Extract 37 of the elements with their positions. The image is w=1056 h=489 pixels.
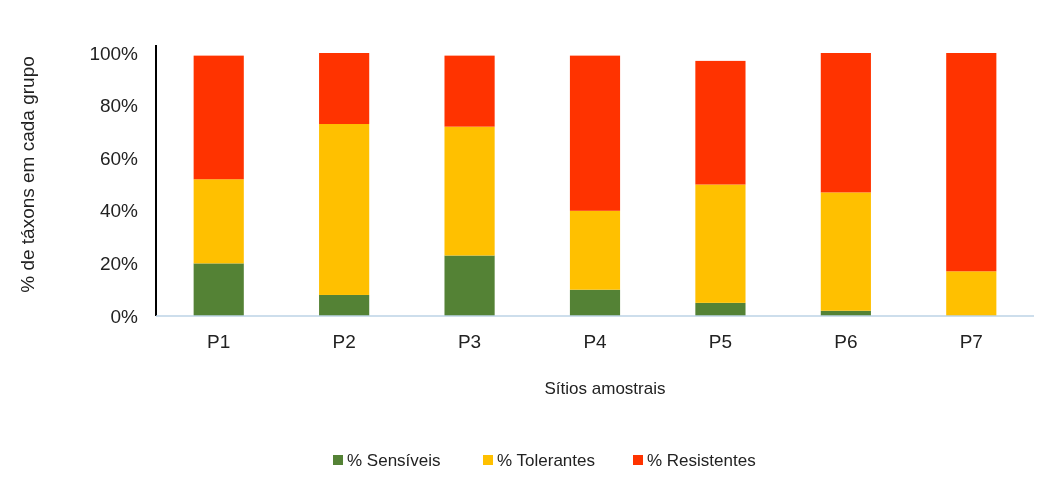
y-tick-label: 60%: [99, 147, 139, 169]
bar: [319, 124, 370, 295]
y-axis-title: % de táxons em cada grupo: [17, 56, 38, 293]
bar: [193, 55, 244, 180]
y-tick-label: 80%: [99, 95, 139, 117]
bar: [946, 53, 997, 272]
y-tick-label: 40%: [99, 200, 139, 222]
legend-label: % Resistentes: [647, 451, 756, 470]
bar: [695, 184, 746, 303]
x-tick-label: P4: [583, 331, 608, 352]
bar: [193, 263, 244, 316]
bar: [193, 179, 244, 264]
y-tick-label: 20%: [99, 253, 139, 275]
bar: [820, 192, 871, 311]
x-tick-label: P1: [207, 331, 231, 352]
bar: [569, 55, 621, 211]
legend-label: % Sensíveis: [347, 451, 441, 470]
x-axis-title: Sítios amostrais: [544, 379, 666, 398]
bar: [444, 126, 495, 256]
x-tick-label: P5: [708, 331, 733, 352]
bar: [444, 55, 495, 127]
x-tick-label: P2: [332, 331, 356, 352]
x-tick-label: P3: [457, 331, 482, 352]
bar: [695, 60, 746, 185]
legend-label: % Tolerantes: [497, 451, 595, 470]
bar: [820, 53, 871, 193]
bar: [569, 210, 621, 290]
y-tick-label: 0%: [110, 305, 139, 327]
bar: [695, 302, 746, 316]
bar: [319, 294, 370, 316]
bar: [946, 271, 997, 316]
y-tick-label: 100%: [89, 42, 139, 64]
bar: [569, 289, 621, 316]
bar: [319, 53, 370, 125]
x-tick-label: P6: [834, 331, 858, 352]
bar: [444, 255, 495, 316]
x-tick-label: P7: [959, 331, 983, 352]
